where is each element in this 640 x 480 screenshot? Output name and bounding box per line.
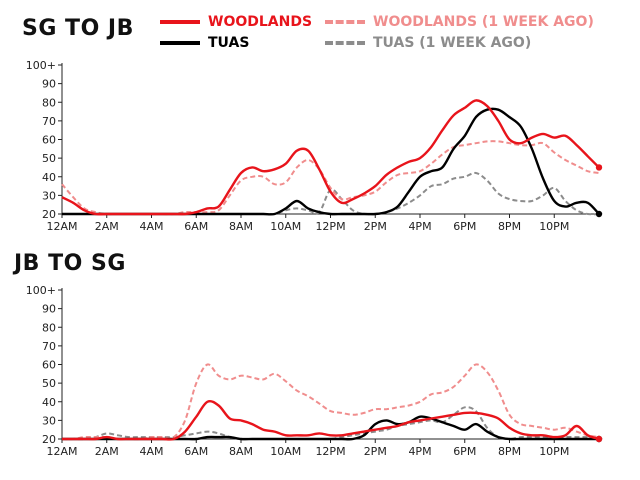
y-tick-label: 50 (42, 152, 56, 165)
y-tick-label: 40 (42, 171, 56, 184)
y-tick-label: 90 (42, 303, 56, 316)
y-tick-label: 50 (42, 377, 56, 390)
y-tick-label: 60 (42, 359, 56, 372)
legend-swatch-tuas (160, 41, 200, 45)
legend-item-tuas-week-ago: TUAS (1 WEEK AGO) (325, 35, 531, 51)
series-line-woodlands (62, 399, 600, 441)
series-line-woodlands-1-week-ago (61, 140, 600, 216)
x-tick-label: 4PM (408, 220, 431, 233)
x-tick-label: 12PM (315, 220, 345, 233)
x-tick-label: 10AM (270, 445, 301, 458)
x-tick-label: 6AM (184, 445, 208, 458)
y-tick-label: 60 (42, 134, 56, 147)
x-tick-label: 12PM (315, 445, 345, 458)
legend-item-tuas: TUAS (160, 35, 249, 51)
legend-swatch-woodlands-week-ago (325, 20, 365, 24)
series-line-tuas (62, 107, 600, 216)
series-line-woodlands-1-week-ago (61, 363, 600, 441)
legend-swatch-woodlands (160, 20, 200, 24)
x-tick-label: 2AM (95, 220, 119, 233)
y-tick-label: 40 (42, 396, 56, 409)
x-tick-label: 8PM (498, 445, 521, 458)
y-tick-label: 80 (42, 321, 56, 334)
legend-label-woodlands-week-ago: WOODLANDS (1 WEEK AGO) (373, 14, 594, 30)
y-tick-label: 70 (42, 340, 56, 353)
x-tick-label: 2PM (364, 220, 387, 233)
legend-item-woodlands: WOODLANDS (160, 14, 312, 30)
legend-label-tuas-week-ago: TUAS (1 WEEK AGO) (373, 35, 532, 51)
y-tick-label: 70 (42, 115, 56, 128)
legend-swatch-tuas-week-ago (325, 41, 365, 45)
series-end-point-woodlands (595, 164, 603, 171)
legend-item-woodlands-week-ago: WOODLANDS (1 WEEK AGO) (325, 14, 594, 30)
chart-sg-to-jb: 20 30 40 50 60 70 80 90 100+ 12AM 2AM 4AM 6AM 8AM 10AM… (26, 59, 603, 233)
x-tick-label: 6PM (453, 445, 476, 458)
chart-jb-to-sg: 20 30 40 50 60 70 80 90 100+ 12AM 2AM 4AM 6AM 8AM 10AM… (26, 284, 603, 458)
chart-title-sg-to-jb: SG TO JB (22, 16, 134, 41)
series-end-point-tuas (595, 210, 603, 218)
x-tick-label: 6AM (184, 220, 208, 233)
y-tick-label: 90 (42, 78, 56, 91)
x-tick-label: 6PM (453, 220, 476, 233)
chart-title-jb-to-sg: JB TO SG (14, 251, 126, 276)
x-tick-label: 10AM (270, 220, 301, 233)
x-tick-label: 4PM (408, 445, 431, 458)
y-tick-label: 20 (42, 433, 56, 446)
x-tick-label: 10PM (539, 220, 569, 233)
series-line-woodlands (61, 99, 600, 216)
x-tick-label: 10PM (539, 445, 569, 458)
x-tick-label: 8AM (229, 445, 253, 458)
x-tick-label: 8AM (229, 220, 253, 233)
legend: WOODLANDS WOODLANDS (1 WEEK AGO) TUAS TU… (160, 12, 630, 54)
legend-label-tuas: TUAS (208, 35, 250, 51)
y-tick-label: 30 (42, 414, 56, 427)
y-tick-label: 100+ (26, 59, 56, 72)
x-tick-label: 2AM (95, 445, 119, 458)
y-tick-label: 100+ (26, 284, 56, 297)
x-tick-label: 12AM (46, 445, 77, 458)
series-end-point-woodlands (595, 435, 603, 443)
x-tick-label: 2PM (364, 445, 387, 458)
y-tick-label: 80 (42, 96, 56, 109)
legend-label-woodlands: WOODLANDS (208, 14, 313, 30)
x-tick-label: 8PM (498, 220, 521, 233)
y-tick-label: 30 (42, 189, 56, 202)
x-tick-label: 4AM (139, 220, 163, 233)
x-tick-label: 12AM (46, 220, 77, 233)
x-tick-label: 4AM (139, 445, 163, 458)
y-tick-label: 20 (42, 208, 56, 221)
